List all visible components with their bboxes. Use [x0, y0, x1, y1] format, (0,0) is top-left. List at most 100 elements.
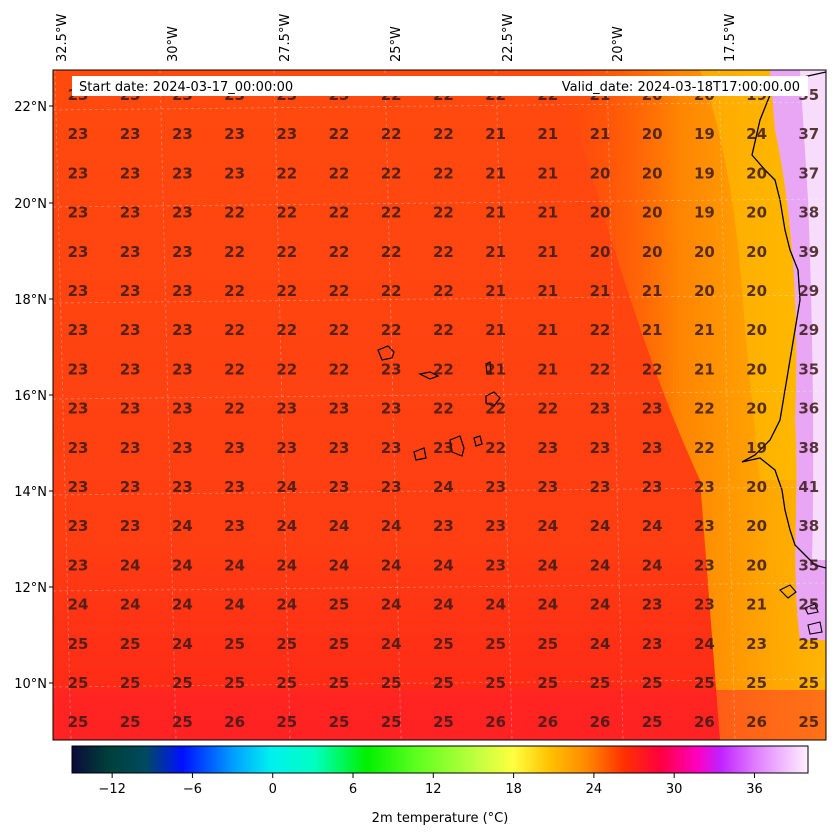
temperature-value: 23	[694, 556, 715, 574]
temperature-value: 20	[746, 321, 767, 339]
temperature-value: 23	[120, 439, 141, 457]
temperature-value: 25	[224, 635, 245, 653]
temperature-value: 23	[381, 439, 402, 457]
temperature-value: 23	[68, 164, 89, 182]
latitude-label: 22°N	[14, 100, 47, 115]
temperature-value: 25	[433, 635, 454, 653]
temperature-value: 22	[329, 282, 350, 300]
longitude-label: 20°W	[611, 26, 626, 62]
start-date-label: Start date: 2024-03-17_00:00:00	[79, 80, 293, 95]
temperature-value: 25	[68, 713, 89, 731]
temperature-value: 23	[172, 321, 193, 339]
temperature-value: 24	[329, 517, 350, 535]
temperature-value: 25	[68, 674, 89, 692]
temperature-value: 24	[381, 517, 402, 535]
temperature-value: 25	[329, 713, 350, 731]
temperature-value: 25	[798, 635, 819, 653]
temperature-value: 24	[276, 478, 297, 496]
temperature-value: 24	[224, 596, 245, 614]
temperature-value: 22	[381, 321, 402, 339]
temperature-value: 23	[120, 478, 141, 496]
temperature-value: 23	[381, 400, 402, 418]
temperature-value: 25	[642, 713, 663, 731]
temperature-value: 37	[798, 125, 819, 143]
temperature-value: 24	[590, 517, 611, 535]
temperature-value: 22	[276, 204, 297, 222]
temperature-value: 22	[329, 164, 350, 182]
graticule	[53, 70, 826, 740]
temperature-value: 20	[642, 243, 663, 261]
temperature-value: 23	[68, 478, 89, 496]
temperature-value: 22	[329, 125, 350, 143]
temperature-value: 23	[68, 556, 89, 574]
colorbar-tick-label: 18	[505, 782, 522, 797]
temperature-value: 23	[485, 478, 506, 496]
temperature-value: 24	[381, 596, 402, 614]
temperature-value: 23	[746, 635, 767, 653]
temperature-value: 22	[224, 400, 245, 418]
temperature-value: 24	[381, 635, 402, 653]
island-boa-vista	[485, 391, 501, 407]
colorbar-tick-label: 24	[586, 782, 603, 797]
temperature-value: 25	[694, 674, 715, 692]
temperature-value: 23	[120, 321, 141, 339]
longitude-label: 30°W	[166, 26, 181, 62]
temperature-value: 21	[537, 125, 558, 143]
temperature-value: 19	[694, 125, 715, 143]
temperature-value: 24	[590, 556, 611, 574]
temperature-value: 23	[590, 439, 611, 457]
temperature-value: 26	[590, 713, 611, 731]
colorbar-ticks: −12 −6 0 6 12 18 24 30 36	[98, 773, 763, 797]
temperature-value: 25	[798, 674, 819, 692]
temperature-value: 24	[537, 517, 558, 535]
temperature-value: 23	[172, 125, 193, 143]
temperature-value: 38	[798, 204, 819, 222]
temperature-value: 22	[433, 243, 454, 261]
temperature-value: 22	[276, 164, 297, 182]
temperature-value: 22	[694, 439, 715, 457]
temperature-value: 21	[485, 243, 506, 261]
temperature-value: 37	[798, 164, 819, 182]
temperature-value: 23	[68, 400, 89, 418]
temperature-value: 26	[694, 713, 715, 731]
temperature-value: 23	[68, 321, 89, 339]
temperature-value: 26	[485, 713, 506, 731]
island-santiago	[449, 435, 465, 457]
latitude-label: 16°N	[14, 389, 47, 404]
temperature-value: 22	[276, 360, 297, 378]
temperature-value: 23	[433, 517, 454, 535]
colorbar-tick-label: −6	[183, 782, 202, 797]
temperature-value: 21	[642, 321, 663, 339]
temperature-value: 25	[590, 674, 611, 692]
temperature-value: 22	[485, 400, 506, 418]
temperature-value: 19	[746, 439, 767, 457]
temperature-value: 20	[746, 164, 767, 182]
temperature-value: 20	[746, 282, 767, 300]
temperature-value: 24	[120, 596, 141, 614]
temperature-value: 24	[694, 635, 715, 653]
colorbar-tick-label: 30	[666, 782, 683, 797]
temperature-value: 22	[329, 360, 350, 378]
temperature-value: 23	[642, 635, 663, 653]
temperature-value: 20	[746, 243, 767, 261]
temperature-value: 22	[381, 164, 402, 182]
temperature-value: 25	[485, 674, 506, 692]
temperature-value: 25	[172, 713, 193, 731]
temperature-value: 23	[172, 164, 193, 182]
temperature-value: 24	[381, 556, 402, 574]
temperature-value: 22	[224, 321, 245, 339]
temperature-value: 23	[329, 439, 350, 457]
temperature-value: 23	[68, 125, 89, 143]
longitude-label: 27.5°W	[278, 14, 293, 62]
temperature-value: 24	[172, 596, 193, 614]
temperature-value: 25	[172, 674, 193, 692]
temperature-value: 22	[433, 360, 454, 378]
map-frame	[52, 69, 827, 741]
temperature-value: 23	[172, 439, 193, 457]
temperature-value: 22	[642, 360, 663, 378]
temperature-value: 23	[68, 243, 89, 261]
temperature-value: 25	[329, 596, 350, 614]
latitude-label: 12°N	[14, 581, 47, 596]
temperature-value: 20	[694, 282, 715, 300]
longitude-label: 25°W	[389, 26, 404, 62]
